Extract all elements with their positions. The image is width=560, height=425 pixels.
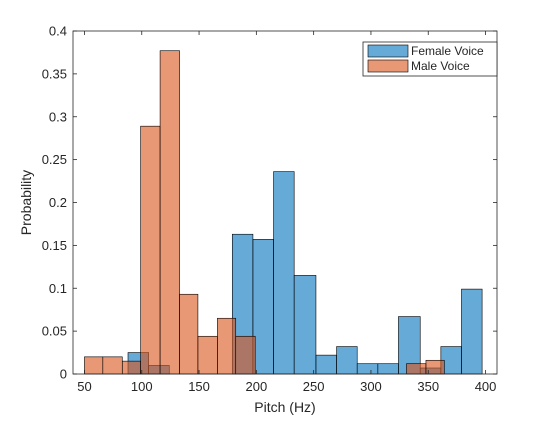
legend-swatch <box>367 59 409 73</box>
y-tick-label: 0.05 <box>42 324 67 339</box>
histogram-bar <box>159 50 180 375</box>
legend-label: Male Voice <box>411 59 470 73</box>
histogram-bar <box>252 239 274 375</box>
legend-label: Female Voice <box>411 44 484 58</box>
x-tick-label: 300 <box>360 379 382 394</box>
y-tick-label: 0.3 <box>49 109 67 124</box>
histogram-bar <box>356 363 379 375</box>
y-tick-label: 0.2 <box>49 195 67 210</box>
histogram-bar <box>179 293 199 375</box>
legend-swatch <box>367 44 409 58</box>
histogram-bar <box>461 288 483 375</box>
x-tick-label: 250 <box>303 379 325 394</box>
x-tick-label: 200 <box>245 379 267 394</box>
histogram-bar <box>406 363 427 375</box>
y-tick-label: 0.4 <box>49 24 67 39</box>
histogram-bar <box>315 354 337 375</box>
histogram-bar <box>377 363 399 375</box>
y-axis-label: Probability <box>18 170 34 235</box>
histogram-bar <box>336 346 358 375</box>
tick-labels: 50 100 150 200 250 300 350 400 0 0.05 0.1 0.15 0.2 0.… <box>42 24 497 395</box>
histogram-bar <box>197 335 218 375</box>
x-axis-label: Pitch (Hz) <box>254 399 315 415</box>
histogram-bar <box>84 356 104 375</box>
x-tick-label: 400 <box>475 379 497 394</box>
series-male-bars <box>84 50 445 375</box>
x-tick-label: 50 <box>77 379 91 394</box>
histogram-bar <box>235 335 256 375</box>
tick-marks <box>73 30 497 375</box>
x-tick-label: 350 <box>417 379 439 394</box>
y-tick-label: 0 <box>60 367 67 382</box>
histogram-bar <box>217 317 237 375</box>
histogram-bar <box>425 359 445 375</box>
histogram-bar <box>121 360 141 375</box>
y-tick-label: 0.35 <box>42 66 67 81</box>
y-tick-label: 0.25 <box>42 152 67 167</box>
x-tick-label: 150 <box>188 379 210 394</box>
y-tick-label: 0.15 <box>42 238 67 253</box>
histogram-bar <box>293 275 317 375</box>
y-tick-label: 0.1 <box>49 281 67 296</box>
histogram-bar <box>273 171 295 375</box>
x-tick-label: 100 <box>131 379 153 394</box>
histogram-bar <box>102 356 123 375</box>
series-female-bars <box>127 171 483 375</box>
histogram-bars <box>84 50 483 375</box>
histogram-bar <box>140 125 161 375</box>
